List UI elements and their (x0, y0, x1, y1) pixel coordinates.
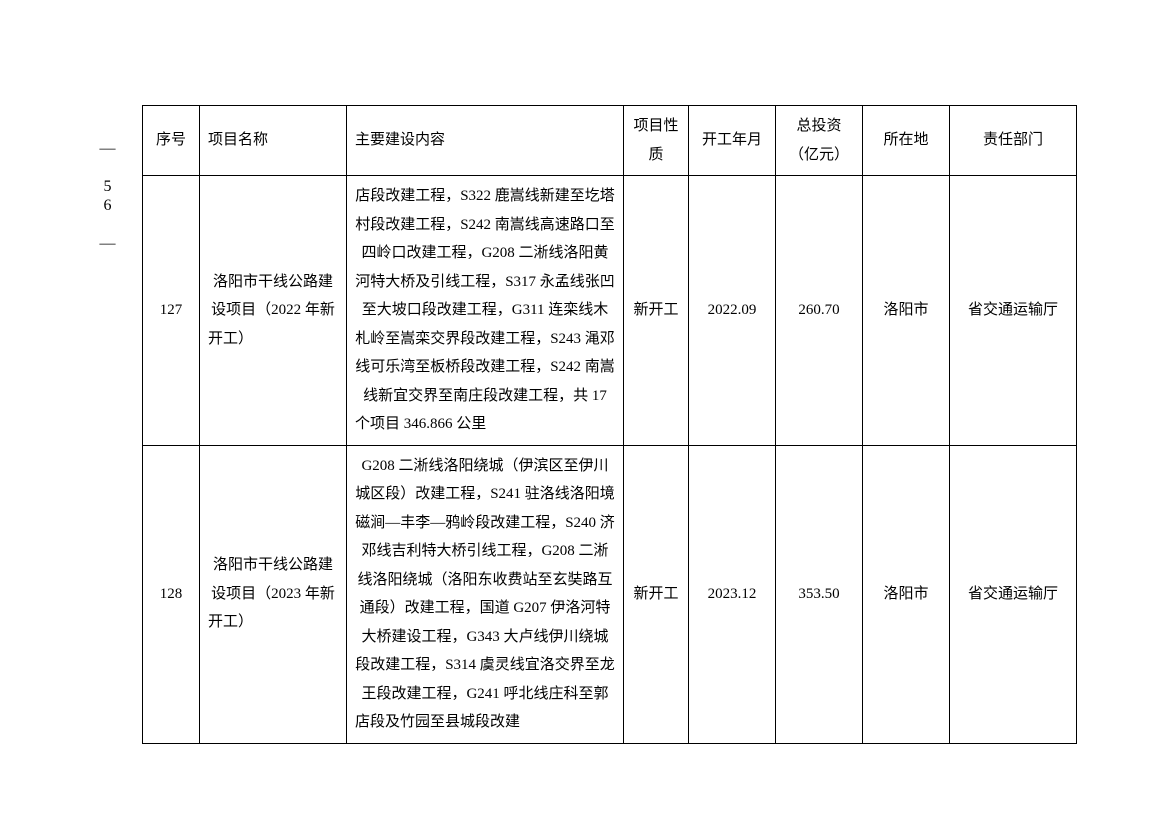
col-header-start: 开工年月 (689, 106, 776, 176)
cell-content: 店段改建工程，S322 鹿嵩线新建至圪塔村段改建工程，S242 南嵩线高速路口至… (347, 176, 624, 446)
col-header-invest: 总投资（亿元） (776, 106, 863, 176)
col-header-loc: 所在地 (863, 106, 950, 176)
cell-nature: 新开工 (624, 445, 689, 743)
page-number-suffix: — (99, 235, 116, 254)
table-header: 序号 项目名称 主要建设内容 项目性质 开工年月 总投资（亿元） 所在地 责任部… (143, 106, 1077, 176)
cell-invest: 353.50 (776, 445, 863, 743)
table-row: 127 洛阳市干线公路建设项目（2022 年新开工） 店段改建工程，S322 鹿… (143, 176, 1077, 446)
cell-loc: 洛阳市 (863, 176, 950, 446)
cell-seq: 128 (143, 445, 200, 743)
cell-invest: 260.70 (776, 176, 863, 446)
projects-table: 序号 项目名称 主要建设内容 项目性质 开工年月 总投资（亿元） 所在地 责任部… (142, 105, 1077, 744)
table-row: 128 洛阳市干线公路建设项目（2023 年新开工） G208 二淅线洛阳绕城（… (143, 445, 1077, 743)
cell-nature: 新开工 (624, 176, 689, 446)
cell-start: 2022.09 (689, 176, 776, 446)
col-header-dept: 责任部门 (950, 106, 1077, 176)
table-body: 127 洛阳市干线公路建设项目（2022 年新开工） 店段改建工程，S322 鹿… (143, 176, 1077, 744)
cell-name: 洛阳市干线公路建设项目（2023 年新开工） (200, 445, 347, 743)
page-number-prefix: — (99, 140, 116, 159)
document-page: — 56 — 序号 项目名称 主要建设内容 项目性质 开工年月 总投资（亿元） … (0, 0, 1169, 826)
page-number-value: 56 (99, 178, 116, 216)
col-header-nature: 项目性质 (624, 106, 689, 176)
cell-content: G208 二淅线洛阳绕城（伊滨区至伊川城区段）改建工程，S241 驻洛线洛阳境磁… (347, 445, 624, 743)
cell-dept: 省交通运输厅 (950, 176, 1077, 446)
col-header-content: 主要建设内容 (347, 106, 624, 176)
cell-loc: 洛阳市 (863, 445, 950, 743)
table-header-row: 序号 项目名称 主要建设内容 项目性质 开工年月 总投资（亿元） 所在地 责任部… (143, 106, 1077, 176)
cell-name: 洛阳市干线公路建设项目（2022 年新开工） (200, 176, 347, 446)
page-number: — 56 — (98, 140, 116, 254)
col-header-name: 项目名称 (200, 106, 347, 176)
cell-start: 2023.12 (689, 445, 776, 743)
col-header-seq: 序号 (143, 106, 200, 176)
cell-dept: 省交通运输厅 (950, 445, 1077, 743)
cell-seq: 127 (143, 176, 200, 446)
